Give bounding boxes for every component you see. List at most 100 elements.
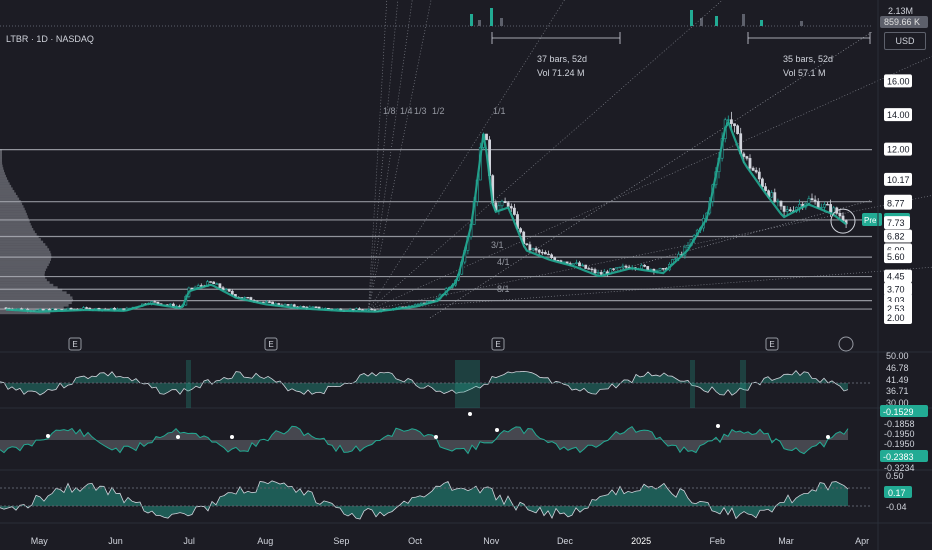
candle-body (485, 133, 488, 141)
x-axis-label: Nov (483, 536, 500, 546)
osc-axis-label: 0.50 (886, 471, 904, 481)
volume-profile-bar (0, 230, 35, 234)
fan-label: 1/1 (493, 106, 506, 116)
candle-body (230, 290, 234, 295)
symbol-label[interactable]: LTBR · 1D · NASDAQ (6, 34, 94, 44)
rsi-highlight-band (690, 360, 695, 408)
fan-label: 3/1 (491, 240, 504, 250)
candle-body (4, 307, 8, 309)
candle-body (419, 302, 423, 305)
price-tick-label: 14.00 (887, 110, 910, 120)
price-tick-label: 3.70 (887, 284, 905, 294)
candle-body (748, 158, 752, 169)
candle-body (38, 308, 42, 311)
volume-bar (500, 18, 503, 26)
candle-body (416, 303, 420, 305)
candle-body (754, 170, 758, 173)
volume-profile-bar (0, 260, 51, 264)
candle-body (367, 308, 371, 311)
volume-profile-bar (0, 187, 13, 190)
fan-label: 1/4 (400, 106, 413, 116)
candle-body (66, 307, 70, 310)
candle-body (751, 167, 755, 171)
measure-bars-label: 37 bars, 52d (537, 54, 587, 64)
candle-body (776, 200, 780, 203)
x-axis-label: Jun (108, 536, 123, 546)
volume-profile-bar (0, 149, 2, 152)
candle-body (578, 262, 581, 267)
fan-line (368, 195, 932, 311)
candle-body (500, 201, 504, 207)
earnings-badge (491, 337, 505, 351)
volume-profile-bar (0, 245, 48, 249)
pre-badge (862, 212, 882, 226)
price-tick-badge (884, 229, 912, 243)
volume-high-label: 2.13M (888, 6, 913, 16)
candle-body (246, 296, 250, 299)
macd-signal-dot (176, 435, 180, 439)
volume-profile-bar (0, 266, 48, 269)
volume-profile-bar (0, 240, 44, 244)
candle-body (593, 269, 597, 274)
volume-profile-bar (0, 197, 20, 201)
price-tick-label: 2.00 (887, 313, 905, 323)
volume-profile-bar (0, 238, 41, 241)
price-tick-badge (884, 311, 912, 324)
candle-body (512, 207, 516, 215)
volume-profile-bar (0, 283, 54, 287)
candle-body (212, 281, 216, 285)
x-axis-label: May (31, 536, 49, 546)
x-axis-label: Dec (557, 536, 574, 546)
currency-button[interactable]: USD (884, 32, 926, 50)
osc-line (0, 480, 849, 520)
osc-badge (884, 486, 912, 498)
macd-signal-dot (230, 435, 234, 439)
macd-area (0, 426, 848, 454)
volume-low-label: 859.66 K (884, 17, 920, 27)
volume-profile-bar (0, 195, 18, 198)
candle-body (658, 268, 662, 271)
volume-profile-bar (0, 258, 51, 261)
price-tick-badge (884, 196, 912, 210)
candle-body (209, 281, 213, 283)
candle-body (268, 301, 271, 303)
candle-body (757, 171, 761, 180)
macd-line (0, 425, 849, 455)
volume-profile-bar (0, 174, 6, 178)
volume-profile-bar (0, 177, 8, 180)
x-axis-label: Oct (408, 536, 423, 546)
candle-body (289, 304, 293, 306)
volume-profile-bar (0, 248, 50, 251)
rsi-highlight-band (186, 360, 191, 408)
volume-profile-bar (0, 154, 2, 157)
candle-body (615, 267, 619, 270)
candle-body (302, 306, 306, 308)
volume-profile-bar (0, 212, 27, 216)
price-tick-label: 5.60 (887, 252, 905, 262)
volume-profile-bar (0, 184, 12, 188)
rsi-axis-label: 50.00 (886, 351, 909, 361)
macd-signal-dot (826, 435, 830, 439)
volume-profile-bar (0, 225, 32, 228)
candle-body (590, 268, 594, 271)
candle-body (829, 204, 833, 213)
candle-body (733, 123, 736, 127)
candle-body (742, 153, 746, 157)
candle-body (810, 198, 814, 201)
candle-body (736, 125, 740, 134)
x-axis-label: Apr (855, 536, 869, 546)
earnings-badge (264, 337, 278, 351)
candle-body (782, 205, 786, 212)
macd-axis-label: -0.3234 (884, 463, 915, 473)
candle-body (760, 178, 764, 187)
candle-body (599, 272, 603, 275)
x-axis-label: Sep (333, 536, 349, 546)
candle-body (156, 301, 160, 304)
candle-body (764, 186, 767, 192)
volume-profile-bar (0, 273, 45, 277)
fan-label: 4/1 (497, 257, 510, 267)
fan-line (368, 0, 388, 311)
macd-badge (880, 450, 928, 462)
